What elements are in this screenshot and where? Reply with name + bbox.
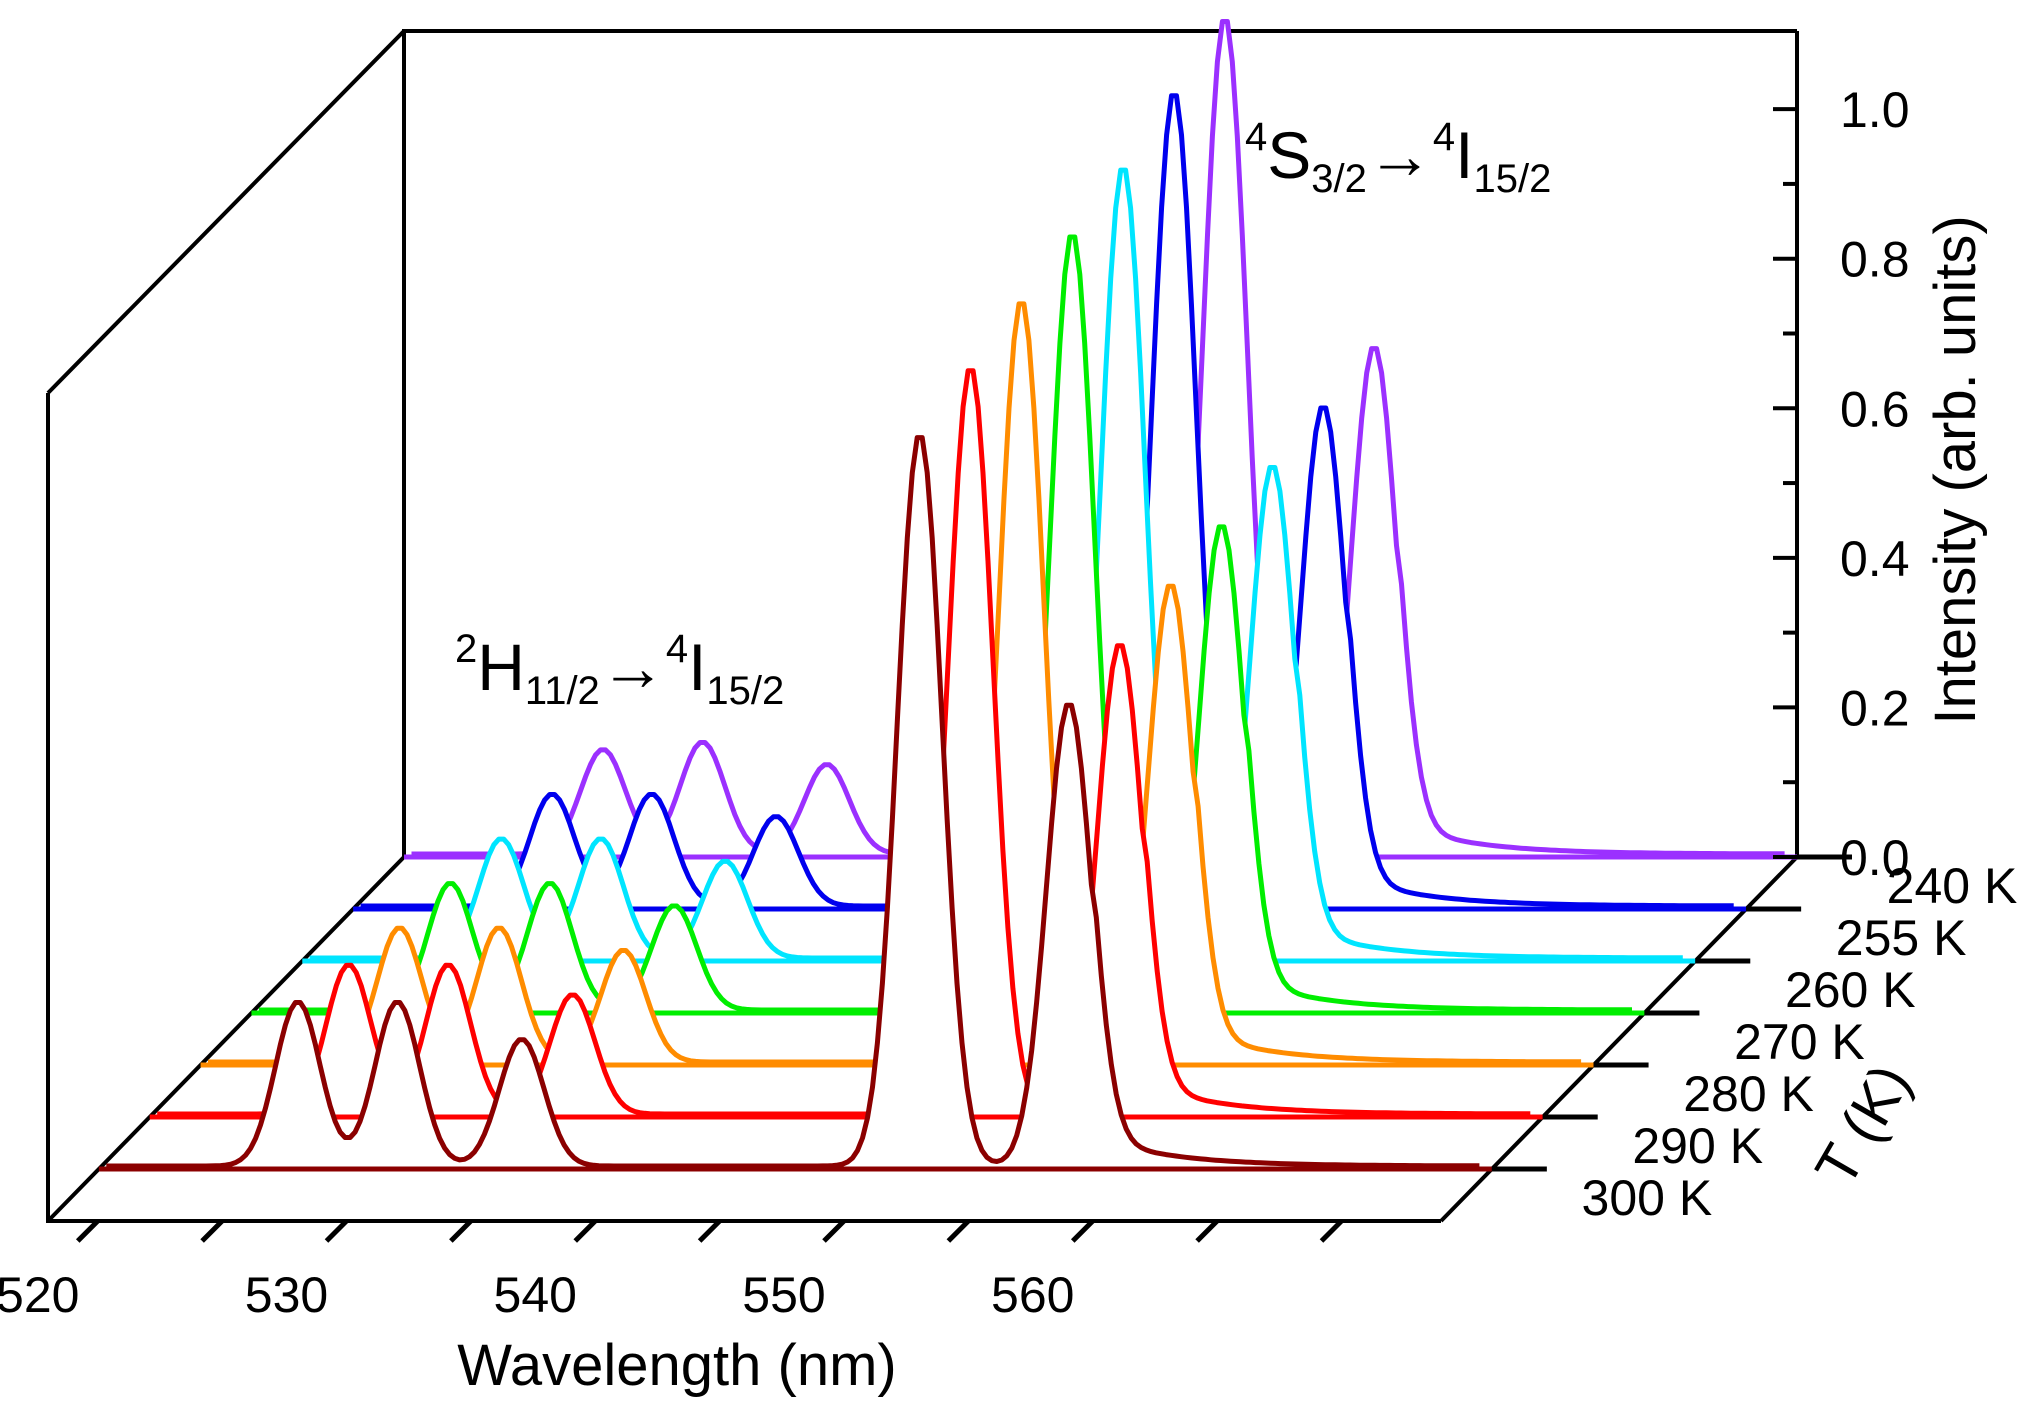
x-tick-mark (1195, 1219, 1219, 1243)
x-tick-label: 560 (991, 1267, 1074, 1323)
x-tick-label: 540 (494, 1267, 577, 1323)
top-left-edge (46, 29, 406, 395)
s-transition-part: 3/2 (1311, 157, 1367, 201)
h-transition-part: 2 (455, 627, 477, 671)
x-tick-mark (200, 1219, 224, 1243)
h-transition-part: 4 (666, 627, 688, 671)
series-line-0 (106, 435, 1480, 1169)
x-axis-ticks: 520 530 540 550 560 (0, 1219, 1344, 1323)
y-tick-label: 0.4 (1840, 531, 1910, 587)
spectra-traces (98, 19, 1797, 1172)
y-axis-title: Intensity (arb. units) (1923, 215, 1988, 724)
h-transition-part: → (600, 630, 666, 704)
x-tick-mark (75, 1219, 100, 1243)
h-transition-part: H (477, 630, 525, 704)
x-tick-label: 530 (245, 1267, 328, 1323)
s-transition-part: 15/2 (1473, 157, 1551, 201)
y-axis-ticks: 0.00.20.40.60.81.0 (1773, 82, 1910, 886)
s-transition-part: 4 (1245, 115, 1267, 159)
h-transition-part: 15/2 (706, 669, 784, 713)
z-tick-label: 240 K (1887, 858, 2018, 914)
z-tick-label: 260 K (1785, 962, 1916, 1018)
h-transition-part: I (688, 630, 706, 704)
x-tick-mark (324, 1219, 349, 1243)
x-tick-label: 520 (0, 1267, 79, 1323)
z-axis-title: T (K) (1803, 1054, 1923, 1197)
x-tick-mark (697, 1219, 722, 1243)
transition-label-s: 4S3/2→4I15/2 (1245, 115, 1551, 201)
series-300-K (98, 435, 1492, 1172)
h-transition-part: 11/2 (525, 669, 600, 713)
x-tick-mark (1070, 1219, 1095, 1243)
y-tick-label: 1.0 (1840, 82, 1910, 138)
y-tick-label: 0.8 (1840, 232, 1910, 288)
y-tick-label: 0.6 (1840, 381, 1910, 437)
s-transition-part: 4 (1433, 115, 1455, 159)
floor-left-edge (46, 855, 406, 1223)
x-tick-mark (1319, 1219, 1344, 1243)
z-tick-label: 300 K (1582, 1170, 1713, 1226)
s-transition-part: I (1455, 118, 1473, 192)
z-tick-label: 290 K (1632, 1118, 1763, 1174)
x-tick-mark (946, 1219, 971, 1243)
z-tick-label: 280 K (1683, 1066, 1814, 1122)
x-tick-mark (573, 1219, 598, 1243)
y-tick-label: 0.2 (1840, 680, 1910, 736)
s-transition-part: → (1367, 118, 1433, 192)
z-tick-label: 255 K (1836, 910, 1967, 966)
x-tick-label: 550 (742, 1267, 825, 1323)
x-tick-mark (822, 1219, 846, 1243)
x-tick-mark (449, 1219, 473, 1243)
floor-right-edge (1439, 855, 1799, 1223)
z-tick-label: 270 K (1734, 1014, 1865, 1070)
x-axis-title: Wavelength (nm) (457, 1333, 896, 1398)
transition-label-h: 2H11/2→4I15/2 (455, 627, 784, 713)
s-transition-part: S (1267, 118, 1311, 192)
